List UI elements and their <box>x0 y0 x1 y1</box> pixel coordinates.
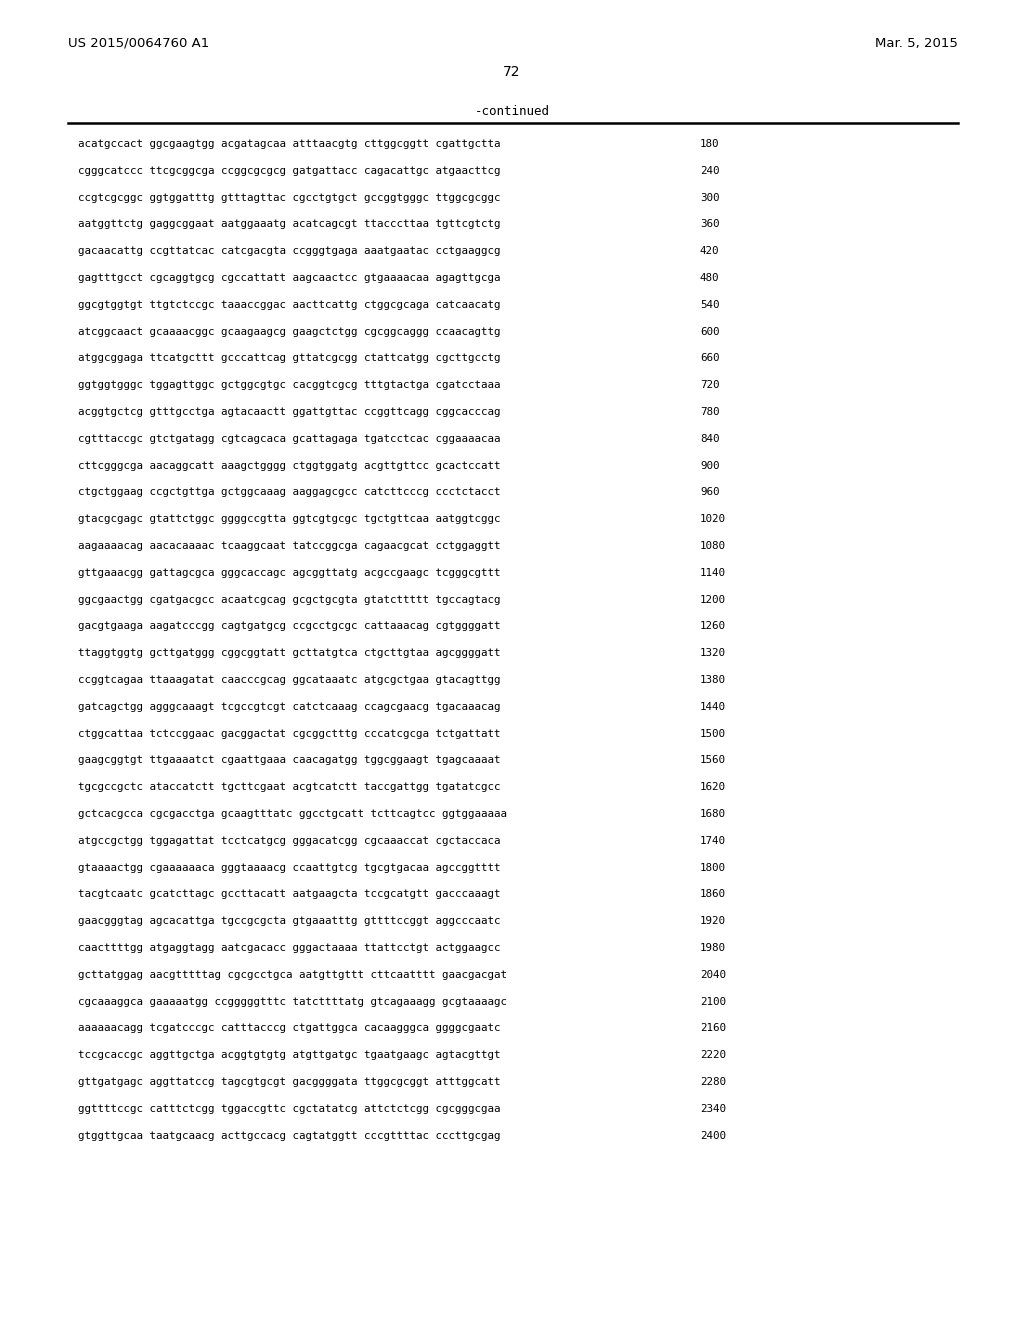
Text: ttaggtggtg gcttgatggg cggcggtatt gcttatgtca ctgcttgtaa agcggggatt: ttaggtggtg gcttgatggg cggcggtatt gcttatg… <box>78 648 501 659</box>
Text: 300: 300 <box>700 193 720 202</box>
Text: gacaacattg ccgttatcac catcgacgta ccgggtgaga aaatgaatac cctgaaggcg: gacaacattg ccgttatcac catcgacgta ccgggtg… <box>78 247 501 256</box>
Text: 2040: 2040 <box>700 970 726 979</box>
Text: gttgaaacgg gattagcgca gggcaccagc agcggttatg acgccgaagc tcgggcgttt: gttgaaacgg gattagcgca gggcaccagc agcggtt… <box>78 568 501 578</box>
Text: gaagcggtgt ttgaaaatct cgaattgaaa caacagatgg tggcggaagt tgagcaaaat: gaagcggtgt ttgaaaatct cgaattgaaa caacaga… <box>78 755 501 766</box>
Text: 2160: 2160 <box>700 1023 726 1034</box>
Text: 1620: 1620 <box>700 783 726 792</box>
Text: atggcggaga ttcatgcttt gcccattcag gttatcgcgg ctattcatgg cgcttgcctg: atggcggaga ttcatgcttt gcccattcag gttatcg… <box>78 354 501 363</box>
Text: 1860: 1860 <box>700 890 726 899</box>
Text: atcggcaact gcaaaacggc gcaagaagcg gaagctctgg cgcggcaggg ccaacagttg: atcggcaact gcaaaacggc gcaagaagcg gaagctc… <box>78 326 501 337</box>
Text: 1980: 1980 <box>700 942 726 953</box>
Text: gtggttgcaa taatgcaacg acttgccacg cagtatggtt cccgttttac cccttgcgag: gtggttgcaa taatgcaacg acttgccacg cagtatg… <box>78 1131 501 1140</box>
Text: -continued: -continued <box>474 106 550 117</box>
Text: 2220: 2220 <box>700 1051 726 1060</box>
Text: 1020: 1020 <box>700 515 726 524</box>
Text: gagtttgcct cgcaggtgcg cgccattatt aagcaactcc gtgaaaacaa agagttgcga: gagtttgcct cgcaggtgcg cgccattatt aagcaac… <box>78 273 501 282</box>
Text: aaaaaacagg tcgatcccgc catttacccg ctgattggca cacaagggca ggggcgaatc: aaaaaacagg tcgatcccgc catttacccg ctgattg… <box>78 1023 501 1034</box>
Text: 840: 840 <box>700 434 720 444</box>
Text: cgcaaaggca gaaaaatgg ccgggggtttc tatcttttatg gtcagaaagg gcgtaaaagc: cgcaaaggca gaaaaatgg ccgggggtttc tatcttt… <box>78 997 507 1007</box>
Text: 1680: 1680 <box>700 809 726 818</box>
Text: gtacgcgagc gtattctggc ggggccgtta ggtcgtgcgc tgctgttcaa aatggtcggc: gtacgcgagc gtattctggc ggggccgtta ggtcgtg… <box>78 515 501 524</box>
Text: 480: 480 <box>700 273 720 282</box>
Text: 1080: 1080 <box>700 541 726 550</box>
Text: 540: 540 <box>700 300 720 310</box>
Text: tccgcaccgc aggttgctga acggtgtgtg atgttgatgc tgaatgaagc agtacgttgt: tccgcaccgc aggttgctga acggtgtgtg atgttga… <box>78 1051 501 1060</box>
Text: ctgctggaag ccgctgttga gctggcaaag aaggagcgcc catcttcccg ccctctacct: ctgctggaag ccgctgttga gctggcaaag aaggagc… <box>78 487 501 498</box>
Text: gctcacgcca cgcgacctga gcaagtttatc ggcctgcatt tcttcagtcc ggtggaaaaa: gctcacgcca cgcgacctga gcaagtttatc ggcctg… <box>78 809 507 818</box>
Text: gaacgggtag agcacattga tgccgcgcta gtgaaatttg gttttccggt aggcccaatc: gaacgggtag agcacattga tgccgcgcta gtgaaat… <box>78 916 501 927</box>
Text: acatgccact ggcgaagtgg acgatagcaa atttaacgtg cttggcggtt cgattgctta: acatgccact ggcgaagtgg acgatagcaa atttaac… <box>78 139 501 149</box>
Text: 1740: 1740 <box>700 836 726 846</box>
Text: 2100: 2100 <box>700 997 726 1007</box>
Text: gacgtgaaga aagatcccgg cagtgatgcg ccgcctgcgc cattaaacag cgtggggatt: gacgtgaaga aagatcccgg cagtgatgcg ccgcctg… <box>78 622 501 631</box>
Text: cgggcatccc ttcgcggcga ccggcgcgcg gatgattacc cagacattgc atgaacttcg: cgggcatccc ttcgcggcga ccggcgcgcg gatgatt… <box>78 166 501 176</box>
Text: tacgtcaatc gcatcttagc gccttacatt aatgaagcta tccgcatgtt gacccaaagt: tacgtcaatc gcatcttagc gccttacatt aatgaag… <box>78 890 501 899</box>
Text: 1200: 1200 <box>700 594 726 605</box>
Text: 420: 420 <box>700 247 720 256</box>
Text: cttcgggcga aacaggcatt aaagctgggg ctggtggatg acgttgttcc gcactccatt: cttcgggcga aacaggcatt aaagctgggg ctggtgg… <box>78 461 501 471</box>
Text: ccggtcagaa ttaaagatat caacccgcag ggcataaatc atgcgctgaa gtacagttgg: ccggtcagaa ttaaagatat caacccgcag ggcataa… <box>78 675 501 685</box>
Text: 180: 180 <box>700 139 720 149</box>
Text: aatggttctg gaggcggaat aatggaaatg acatcagcgt ttacccttaa tgttcgtctg: aatggttctg gaggcggaat aatggaaatg acatcag… <box>78 219 501 230</box>
Text: atgccgctgg tggagattat tcctcatgcg gggacatcgg cgcaaaccat cgctaccaca: atgccgctgg tggagattat tcctcatgcg gggacat… <box>78 836 501 846</box>
Text: aagaaaacag aacacaaaac tcaaggcaat tatccggcga cagaacgcat cctggaggtt: aagaaaacag aacacaaaac tcaaggcaat tatccgg… <box>78 541 501 550</box>
Text: 720: 720 <box>700 380 720 391</box>
Text: 1380: 1380 <box>700 675 726 685</box>
Text: 900: 900 <box>700 461 720 471</box>
Text: acggtgctcg gtttgcctga agtacaactt ggattgttac ccggttcagg cggcacccag: acggtgctcg gtttgcctga agtacaactt ggattgt… <box>78 407 501 417</box>
Text: ggttttccgc catttctcgg tggaccgttc cgctatatcg attctctcgg cgcgggcgaa: ggttttccgc catttctcgg tggaccgttc cgctata… <box>78 1104 501 1114</box>
Text: gatcagctgg agggcaaagt tcgccgtcgt catctcaaag ccagcgaacg tgacaaacag: gatcagctgg agggcaaagt tcgccgtcgt catctca… <box>78 702 501 711</box>
Text: 72: 72 <box>503 65 521 79</box>
Text: 1920: 1920 <box>700 916 726 927</box>
Text: 1140: 1140 <box>700 568 726 578</box>
Text: ggtggtgggc tggagttggc gctggcgtgc cacggtcgcg tttgtactga cgatcctaaa: ggtggtgggc tggagttggc gctggcgtgc cacggtc… <box>78 380 501 391</box>
Text: 1320: 1320 <box>700 648 726 659</box>
Text: ggcgaactgg cgatgacgcc acaatcgcag gcgctgcgta gtatcttttt tgccagtacg: ggcgaactgg cgatgacgcc acaatcgcag gcgctgc… <box>78 594 501 605</box>
Text: 240: 240 <box>700 166 720 176</box>
Text: ccgtcgcggc ggtggatttg gtttagttac cgcctgtgct gccggtgggc ttggcgcggc: ccgtcgcggc ggtggatttg gtttagttac cgcctgt… <box>78 193 501 202</box>
Text: 1800: 1800 <box>700 862 726 873</box>
Text: ctggcattaa tctccggaac gacggactat cgcggctttg cccatcgcga tctgattatt: ctggcattaa tctccggaac gacggactat cgcggct… <box>78 729 501 739</box>
Text: 2280: 2280 <box>700 1077 726 1086</box>
Text: Mar. 5, 2015: Mar. 5, 2015 <box>876 37 958 50</box>
Text: gttgatgagc aggttatccg tagcgtgcgt gacggggata ttggcgcggt atttggcatt: gttgatgagc aggttatccg tagcgtgcgt gacgggg… <box>78 1077 501 1086</box>
Text: 780: 780 <box>700 407 720 417</box>
Text: tgcgccgctc ataccatctt tgcttcgaat acgtcatctt taccgattgg tgatatcgcc: tgcgccgctc ataccatctt tgcttcgaat acgtcat… <box>78 783 501 792</box>
Text: 1440: 1440 <box>700 702 726 711</box>
Text: 1260: 1260 <box>700 622 726 631</box>
Text: gtaaaactgg cgaaaaaaca gggtaaaacg ccaattgtcg tgcgtgacaa agccggtttt: gtaaaactgg cgaaaaaaca gggtaaaacg ccaattg… <box>78 862 501 873</box>
Text: 2400: 2400 <box>700 1131 726 1140</box>
Text: cgtttaccgc gtctgatagg cgtcagcaca gcattagaga tgatcctcac cggaaaacaa: cgtttaccgc gtctgatagg cgtcagcaca gcattag… <box>78 434 501 444</box>
Text: 660: 660 <box>700 354 720 363</box>
Text: 1560: 1560 <box>700 755 726 766</box>
Text: 600: 600 <box>700 326 720 337</box>
Text: ggcgtggtgt ttgtctccgc taaaccggac aacttcattg ctggcgcaga catcaacatg: ggcgtggtgt ttgtctccgc taaaccggac aacttca… <box>78 300 501 310</box>
Text: 360: 360 <box>700 219 720 230</box>
Text: 960: 960 <box>700 487 720 498</box>
Text: 1500: 1500 <box>700 729 726 739</box>
Text: gcttatggag aacgtttttag cgcgcctgca aatgttgttt cttcaatttt gaacgacgat: gcttatggag aacgtttttag cgcgcctgca aatgtt… <box>78 970 507 979</box>
Text: 2340: 2340 <box>700 1104 726 1114</box>
Text: US 2015/0064760 A1: US 2015/0064760 A1 <box>68 37 209 50</box>
Text: caacttttgg atgaggtagg aatcgacacc gggactaaaa ttattcctgt actggaagcc: caacttttgg atgaggtagg aatcgacacc gggacta… <box>78 942 501 953</box>
